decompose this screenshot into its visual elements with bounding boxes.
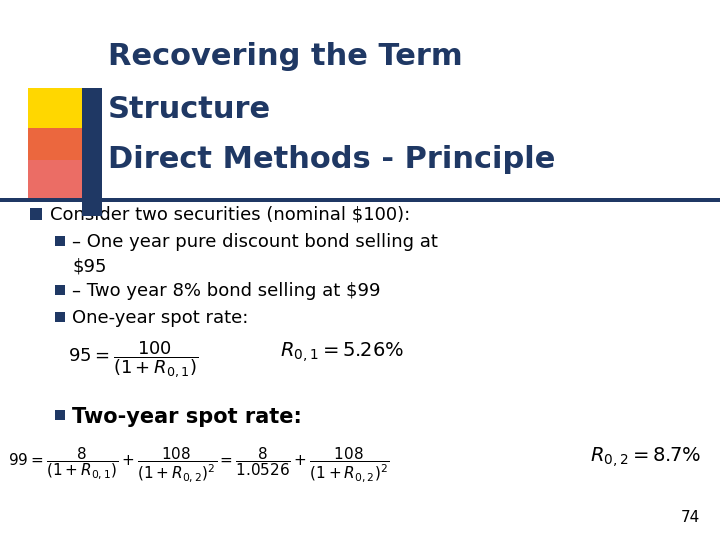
Bar bbox=[28, 128, 100, 200]
Text: Structure: Structure bbox=[108, 95, 271, 124]
Text: One-year spot rate:: One-year spot rate: bbox=[72, 309, 248, 327]
Text: Consider two securities (nominal $100):: Consider two securities (nominal $100): bbox=[50, 205, 410, 223]
Bar bbox=[82, 198, 102, 216]
Bar bbox=[55, 285, 65, 295]
Bar bbox=[82, 88, 102, 200]
Text: $99 = \dfrac{8}{(1+R_{0,1})} + \dfrac{108}{(1+R_{0,2})^2} = \dfrac{8}{1.0526} + : $99 = \dfrac{8}{(1+R_{0,1})} + \dfrac{10… bbox=[8, 445, 390, 484]
Bar bbox=[55, 236, 65, 246]
Text: $95 = \dfrac{100}{(1+R_{0,1})}$: $95 = \dfrac{100}{(1+R_{0,1})}$ bbox=[68, 340, 198, 380]
Text: Two-year spot rate:: Two-year spot rate: bbox=[72, 407, 302, 427]
Bar bbox=[30, 208, 42, 220]
Bar bbox=[55, 410, 65, 420]
Bar bbox=[55, 312, 65, 322]
Text: Direct Methods - Principle: Direct Methods - Principle bbox=[108, 145, 555, 174]
Text: – Two year 8% bond selling at $99: – Two year 8% bond selling at $99 bbox=[72, 282, 380, 300]
Text: $R_{0,2} = 8.7\%$: $R_{0,2} = 8.7\%$ bbox=[590, 445, 701, 469]
Bar bbox=[0, 198, 720, 202]
Text: Recovering the Term: Recovering the Term bbox=[108, 42, 463, 71]
Text: – One year pure discount bond selling at: – One year pure discount bond selling at bbox=[72, 233, 438, 251]
Text: $95: $95 bbox=[72, 257, 107, 275]
Text: $R_{0,1} = 5.26\%$: $R_{0,1} = 5.26\%$ bbox=[280, 340, 404, 364]
Text: 74: 74 bbox=[680, 510, 700, 525]
Bar bbox=[28, 88, 100, 160]
